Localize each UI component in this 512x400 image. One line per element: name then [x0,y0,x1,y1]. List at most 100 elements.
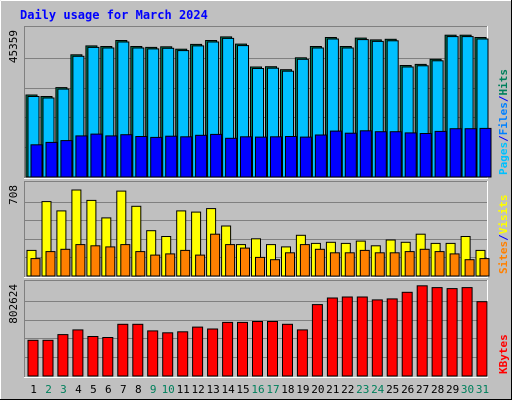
bar-sites [195,254,206,277]
x-tick-label: 2 [45,383,52,396]
bar-kbytes [222,321,234,377]
bar-pages [314,134,327,178]
x-tick-label: 16 [251,383,264,396]
bar-sites [359,249,370,277]
bar-kbytes [267,321,278,377]
bar-pages [60,140,73,178]
bar-sites [150,254,161,277]
panel-legend: Sites/Visits [497,195,510,275]
x-tick-label: 18 [281,383,294,396]
bar-kbytes [401,291,413,377]
chart-panel-3: 802624 KBytes [7,280,510,378]
bar-sites [210,233,221,277]
bar-sites [240,247,250,277]
x-tick-label: 11 [177,383,190,396]
x-tick-label: 3 [60,383,67,396]
bar-sites [404,251,415,277]
x-tick-label: 4 [75,383,82,396]
bar-sites [299,244,310,277]
bar-kbytes [446,288,458,377]
bar-sites [419,248,430,277]
bar-sites [285,252,295,277]
panel-legend: Pages/Files/Hits [497,69,510,175]
bar-pages [404,132,417,178]
bar-sites [45,251,56,277]
x-tick-label: 30 [461,383,474,396]
bar-pages [479,127,492,178]
bar-sites [344,252,355,277]
bar-sites [105,246,116,277]
bar-kbytes [282,323,293,377]
bar-sites [255,256,265,277]
legend-entry: Visits [497,195,510,235]
bar-sites [90,245,101,277]
bar-sites [60,248,71,277]
bar-pages [240,136,252,178]
bar-pages [165,135,178,178]
x-tick-label: 5 [90,383,97,396]
x-tick-label: 8 [135,383,142,396]
bar-kbytes [476,301,488,377]
bar-sites [449,253,460,277]
bar-kbytes [326,297,338,377]
x-tick-label: 19 [296,383,309,396]
bar-kbytes [386,298,398,377]
bar-kbytes [117,323,129,377]
bar-kbytes [237,321,248,377]
bar-kbytes [341,296,353,377]
bar-pages [329,130,342,178]
bar-sites [180,249,191,277]
panel-max-label: 708 [7,185,20,205]
bar-sites [389,252,400,277]
bar-pages [180,136,193,178]
panel-max-label: 45359 [7,30,20,63]
x-axis-labels: 1 2 3 4 5 6 7 8 9 10 11 12 13 14 15 16 17 18 19 20 21 22 23 24 2… [30,383,489,396]
legend-entry: Sites [497,241,510,274]
bar-kbytes [87,336,99,377]
bar-pages [449,128,462,178]
bar-pages [464,128,477,178]
bar-kbytes [356,296,368,377]
chart-panel-2: 708 Sites/Visits [7,181,510,278]
x-tick-label: 29 [446,383,459,396]
bar-pages [30,144,43,178]
x-tick-label: 15 [236,383,249,396]
bar-kbytes [192,326,204,377]
bar-kbytes [147,330,159,377]
bar-kbytes [371,299,383,377]
bar-sites [135,251,146,277]
bar-sites [434,251,445,277]
bar-pages [374,131,387,178]
bar-pages [225,137,238,178]
bar-pages [359,130,372,178]
x-tick-label: 26 [401,383,414,396]
chart-title: Daily usage for March 2024 [20,8,208,22]
bar-kbytes [296,329,308,377]
bar-pages [210,133,223,178]
x-tick-label: 17 [266,383,279,396]
x-tick-label: 28 [431,383,444,396]
bar-sites [464,259,475,277]
bar-pages [389,131,402,178]
bar-sites [329,252,340,277]
bar-sites [225,244,236,277]
bar-kbytes [177,331,189,377]
x-tick-label: 31 [476,383,489,396]
chart-panel-1: 45359 Pages/Files/Hits [7,26,510,179]
bar-pages [120,134,133,178]
bar-pages [255,136,267,178]
legend-entry: / [497,234,510,241]
bar-sites [314,248,325,277]
x-tick-label: 7 [120,383,127,396]
bar-sites [30,258,41,277]
bar-pages [270,136,282,178]
bar-sites [120,244,131,277]
x-tick-label: 23 [356,383,369,396]
bar-sites [165,253,176,277]
bar-pages [299,136,312,178]
bar-kbytes [102,337,114,377]
bar-pages [285,136,297,178]
bar-pages [150,136,163,178]
x-tick-label: 27 [416,383,429,396]
